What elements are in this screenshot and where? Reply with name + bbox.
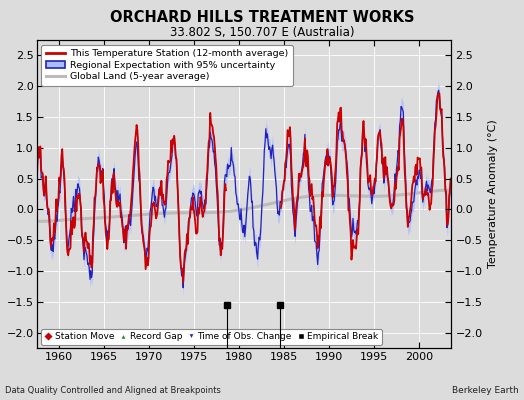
Text: Berkeley Earth: Berkeley Earth [452, 386, 519, 395]
Text: ORCHARD HILLS TREATMENT WORKS: ORCHARD HILLS TREATMENT WORKS [110, 10, 414, 25]
Text: Data Quality Controlled and Aligned at Breakpoints: Data Quality Controlled and Aligned at B… [5, 386, 221, 395]
Text: 33.802 S, 150.707 E (Australia): 33.802 S, 150.707 E (Australia) [170, 26, 354, 39]
Y-axis label: Temperature Anomaly (°C): Temperature Anomaly (°C) [488, 120, 498, 268]
Legend: Station Move, Record Gap, Time of Obs. Change, Empirical Break: Station Move, Record Gap, Time of Obs. C… [41, 329, 382, 345]
